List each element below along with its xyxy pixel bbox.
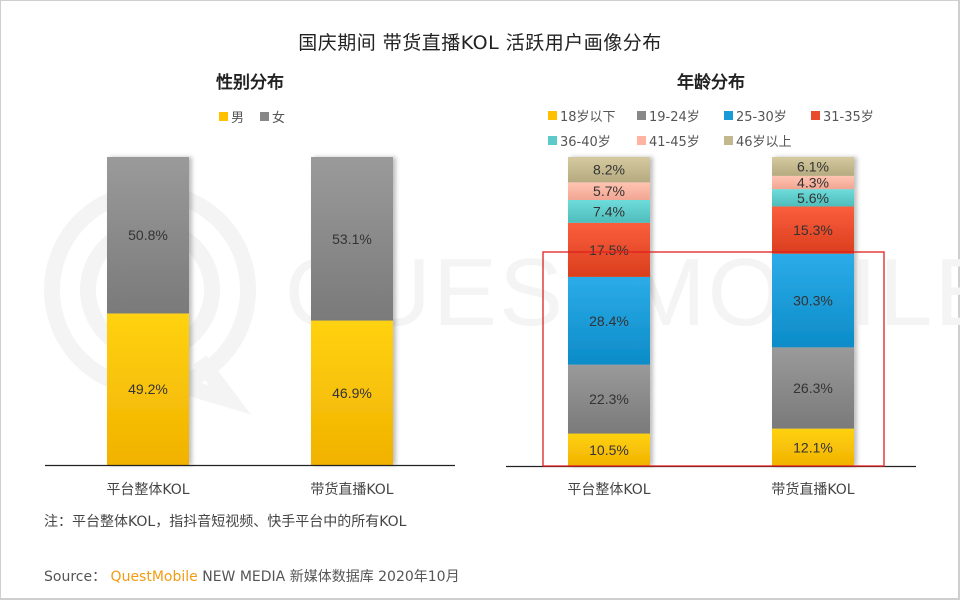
- age-bar-segment: [772, 253, 854, 348]
- age-data-label: 7.4%: [593, 203, 625, 219]
- age-bar-segment: [568, 364, 650, 434]
- age-data-label: 26.3%: [793, 380, 833, 396]
- age-data-label: 17.5%: [589, 242, 629, 258]
- age-bar-segment: [772, 428, 854, 466]
- age-category-label: 平台整体KOL: [567, 482, 650, 498]
- source-line: Source： QuestMobile NEW MEDIA 新媒体数据库 202…: [44, 566, 460, 586]
- gender-category-label: 平台整体KOL: [106, 482, 189, 498]
- legend-label: 19-24岁: [649, 110, 700, 125]
- gender-bar-stack: [107, 157, 189, 465]
- gender-data-label: 50.8%: [128, 227, 168, 243]
- footnote: 注：平台整体KOL，指抖音短视频、快手平台中的所有KOL: [44, 514, 407, 530]
- legend-item-36-40: 36-40岁: [548, 131, 611, 150]
- legend-swatch: [724, 111, 733, 120]
- age-bar-stack: [568, 157, 650, 466]
- legend-label: 女: [272, 111, 286, 126]
- legend-label: 31-35岁: [823, 110, 874, 125]
- age-chart: 10.5% 22.3% 28.4% 17.5% 7.4% 5.7% 8.2% 平台整体KOL 1…: [506, 157, 916, 498]
- source-brand: QuestMobile: [110, 569, 198, 585]
- legend-swatch: [548, 136, 557, 145]
- legend-item-25-30: 25-30岁: [724, 106, 787, 125]
- legend-swatch: [219, 112, 228, 121]
- age-category-label: 带货直播KOL: [771, 481, 854, 498]
- legend-item-female: 女: [260, 107, 285, 126]
- source-label: Source：: [44, 569, 107, 585]
- gender-bar-segment: [311, 157, 393, 321]
- legend-item-male: 男: [219, 107, 244, 126]
- age-bar-segment: [568, 199, 650, 223]
- gender-data-label: 49.2%: [128, 381, 168, 397]
- age-bar-segment: [772, 157, 854, 176]
- age-data-label: 30.3%: [793, 293, 833, 309]
- age-data-label: 6.1%: [797, 158, 829, 174]
- gender-chart-title: 性别分布: [216, 73, 284, 93]
- age-data-label: 8.2%: [593, 162, 625, 178]
- legend-label: 男: [231, 111, 245, 126]
- age-data-label: 5.7%: [593, 183, 625, 199]
- age-bar-segment: [568, 182, 650, 200]
- age-bar-segment: [772, 189, 854, 207]
- highlight-box: [542, 251, 885, 467]
- age-bar-segment: [568, 433, 650, 466]
- legend-swatch: [637, 111, 646, 120]
- age-bar-stack: [772, 157, 854, 466]
- source-rest: NEW MEDIA 新媒体数据库 2020年10月: [202, 569, 460, 585]
- gender-category-label: 带货直播KOL: [310, 481, 393, 498]
- gender-bar-segment: [107, 313, 189, 465]
- legend-item-under-18: 18岁以下: [548, 106, 616, 125]
- age-data-label: 15.3%: [793, 222, 833, 238]
- legend-item-19-24: 19-24岁: [637, 106, 700, 125]
- age-bar-segment: [568, 276, 650, 365]
- legend-swatch: [811, 111, 820, 120]
- gender-bar-segment: [311, 320, 393, 465]
- legend-label: 46岁以上: [736, 135, 792, 150]
- age-bar-segment: [772, 206, 854, 254]
- gender-chart: 49.2% 50.8% 平台整体KOL 46.9% 53.1% 带货直播KOL: [45, 157, 455, 498]
- age-bar-segment: [568, 157, 650, 183]
- gender-data-label: 46.9%: [332, 385, 372, 401]
- age-data-label: 4.3%: [797, 174, 829, 190]
- legend-swatch: [637, 136, 646, 145]
- age-bar-segment: [568, 222, 650, 277]
- age-data-label: 22.3%: [589, 391, 629, 407]
- legend-label: 41-45岁: [649, 135, 700, 150]
- age-data-label: 5.6%: [797, 190, 829, 206]
- gender-data-label: 53.1%: [332, 231, 372, 247]
- legend-label: 36-40岁: [560, 135, 611, 150]
- age-chart-title: 年龄分布: [677, 73, 745, 93]
- legend-label: 25-30岁: [736, 110, 787, 125]
- age-data-label: 28.4%: [589, 313, 629, 329]
- age-bar-segment: [772, 175, 854, 190]
- legend-item-46-plus: 46岁以上: [724, 131, 792, 150]
- legend-item-31-35: 31-35岁: [811, 106, 874, 125]
- legend-swatch: [724, 136, 733, 145]
- gender-bar-segment: [107, 157, 189, 314]
- legend-label: 18岁以下: [560, 110, 616, 125]
- legend-swatch: [548, 111, 557, 120]
- gender-bar-stack: [311, 157, 393, 465]
- legend-item-41-45: 41-45岁: [637, 131, 700, 150]
- page-title: 国庆期间 带货直播KOL 活跃用户画像分布: [298, 32, 662, 54]
- legend-swatch: [260, 112, 269, 121]
- age-data-label: 12.1%: [793, 439, 833, 455]
- age-data-label: 10.5%: [589, 442, 629, 458]
- age-bar-segment: [772, 347, 854, 429]
